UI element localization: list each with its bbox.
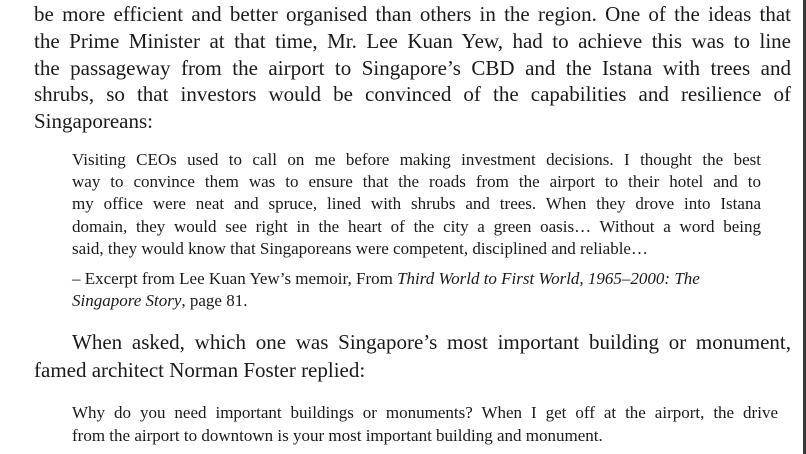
paragraph-line: the Prime Minister at that time, Mr. Lee… <box>34 29 791 53</box>
quote-line: way to convince them was to ensure that … <box>72 172 761 191</box>
paragraph-line: be more efficient and better organised t… <box>34 2 791 26</box>
quote-line: Why do you need important buildings or m… <box>72 403 778 422</box>
quote-citation: – Excerpt from Lee Kuan Yew’s memoir, Fr… <box>72 270 700 287</box>
citation-suffix: , page 81. <box>181 291 248 310</box>
paragraph-line: Singaporeans: <box>34 109 153 133</box>
paragraph-line: When asked, which one was Singapore’s mo… <box>72 330 791 354</box>
quote-citation-continued: Singapore Story, page 81. <box>72 292 247 309</box>
quote-line: Visiting CEOs used to call on me before … <box>72 150 761 169</box>
quote-line: from the airport to downtown is your mos… <box>72 426 603 445</box>
quote-line: my office were neat and spruce, lined wi… <box>72 194 761 213</box>
quote-line: domain, they would see right in the hear… <box>72 217 761 236</box>
paragraph-line: shrubs, so that investors would be convi… <box>34 82 791 106</box>
paragraph-line: famed architect Norman Foster replied: <box>34 358 366 382</box>
quote-line: said, they would know that Singaporeans … <box>72 239 648 258</box>
paragraph-line: the passageway from the airport to Singa… <box>34 56 791 80</box>
citation-title-continued: Singapore Story <box>72 291 182 310</box>
page-edge-divider <box>803 0 806 454</box>
citation-prefix: – Excerpt from Lee Kuan Yew’s memoir, Fr… <box>72 269 398 288</box>
citation-title: Third World to First World, 1965–2000: T… <box>397 269 700 288</box>
